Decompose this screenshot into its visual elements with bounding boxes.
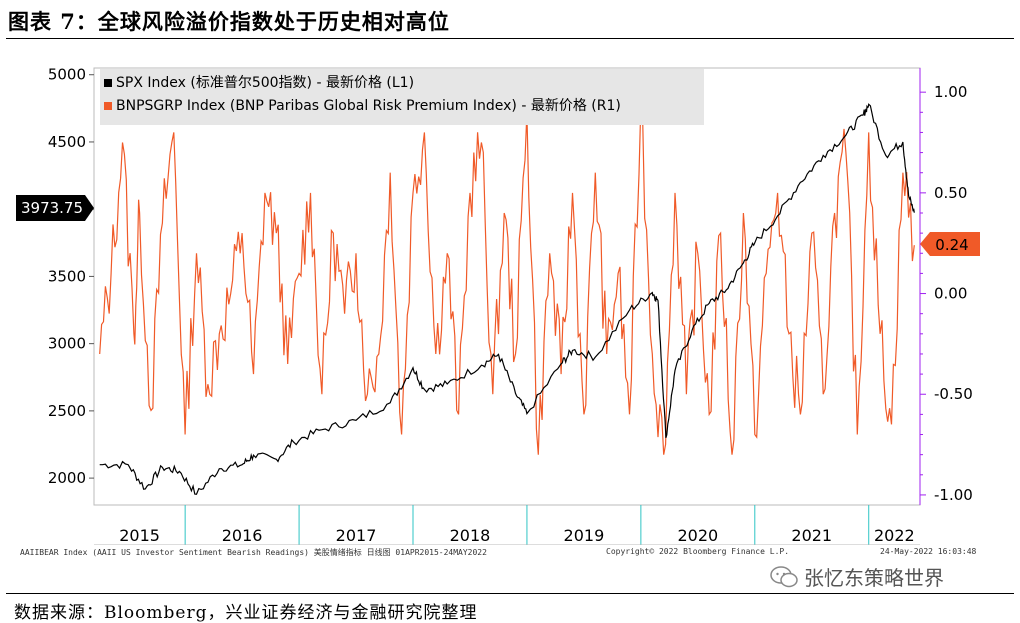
left-tick-label: 5000 xyxy=(48,66,86,84)
right-tick-label: 0.00 xyxy=(934,285,967,303)
watermark: 张忆东策略世界 xyxy=(770,562,944,591)
last-value-bnp-label: 0.24 xyxy=(935,236,968,254)
legend: SPX Index (标准普尔500指数) - 最新价格 (L1) BNPSGR… xyxy=(100,69,704,125)
legend-swatch-bnp xyxy=(104,102,112,110)
right-tick-label: 1.00 xyxy=(934,83,967,101)
x-tick-label: 2021 xyxy=(791,526,832,545)
x-tick-label: 2019 xyxy=(564,526,605,545)
left-tick-label: 4500 xyxy=(48,133,86,151)
x-tick-label: 2016 xyxy=(222,526,263,545)
legend-label-spx: SPX Index (标准普尔500指数) - 最新价格 (L1) xyxy=(116,75,414,91)
last-value-spx-label: 3973.75 xyxy=(21,199,83,217)
last-value-spx-tag xyxy=(16,195,94,221)
bottom-rule xyxy=(6,593,1014,594)
figure-title: 图表 7：全球风险溢价指数处于历史相对高位 xyxy=(8,9,450,34)
left-tick-label: 2500 xyxy=(48,402,86,420)
right-axis: 1.00 0.50 0.00 -0.50 -1.00 xyxy=(919,68,973,505)
x-axis-labels: 2015 2016 2017 2018 2019 2020 2021 2022 xyxy=(119,526,915,545)
last-value-bnp: 0.24 xyxy=(920,232,980,256)
left-tick-label: 3500 xyxy=(48,267,86,285)
left-tick-label: 2000 xyxy=(48,469,86,487)
wechat-icon xyxy=(770,565,798,587)
x-tick-label: 2022 xyxy=(874,526,915,545)
x-tick-label: 2020 xyxy=(677,526,718,545)
legend-label-bnp: BNPSGRP Index (BNP Paribas Global Risk P… xyxy=(116,98,621,114)
left-axis-ticks: 2000250030003500400045005000 xyxy=(48,66,94,487)
last-value-spx: 3973.75 xyxy=(16,195,94,221)
x-grid xyxy=(94,505,920,545)
legend-box xyxy=(100,69,704,125)
footer-center: Copyright© 2022 Bloomberg Finance L.P. xyxy=(606,547,790,556)
watermark-text: 张忆东策略世界 xyxy=(804,566,944,590)
source-note: 数据来源：Bloomberg，兴业证券经济与金融研究院整理 xyxy=(14,603,478,623)
legend-swatch-spx xyxy=(104,79,112,87)
footer-left: AAIIBEAR Index (AAII US Investor Sentime… xyxy=(20,548,487,557)
x-tick-label: 2017 xyxy=(336,526,377,545)
last-value-bnp-tag xyxy=(920,232,980,256)
plot-area xyxy=(93,67,921,506)
footer-right: 24-May-2022 16:03:48 xyxy=(880,547,977,556)
right-tick-label: 0.50 xyxy=(934,184,967,202)
left-tick-label: 3000 xyxy=(48,335,86,353)
x-tick-label: 2015 xyxy=(119,526,160,545)
bnp-series-line xyxy=(99,102,915,455)
right-tick-label: -0.50 xyxy=(934,385,973,403)
x-tick-label: 2018 xyxy=(450,526,491,545)
chart: 2000250030003500400045005000 1.000.500.0… xyxy=(16,66,980,545)
right-tick-label: -1.00 xyxy=(934,486,973,504)
top-rule xyxy=(6,38,1014,39)
spx-series-line xyxy=(99,103,915,495)
